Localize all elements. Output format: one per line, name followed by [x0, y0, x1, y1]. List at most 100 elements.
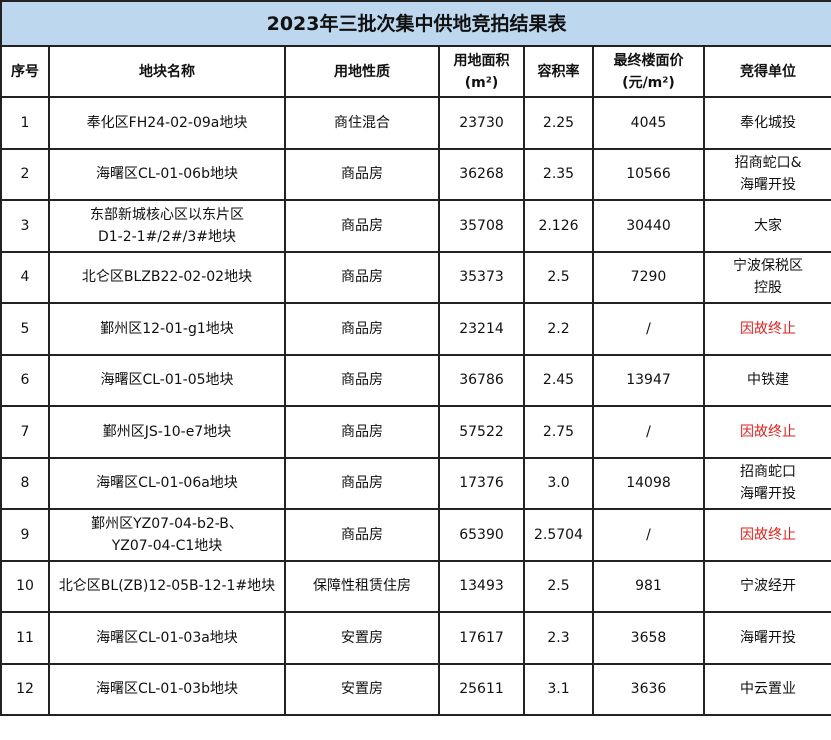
cell-area: 57522: [438, 405, 525, 459]
cell-area: 13493: [438, 559, 525, 613]
cell-winner: 招商蛇口 海曙开投: [702, 456, 831, 510]
cell-winner: 因故终止: [702, 302, 831, 356]
cell-winner: 宁波保税区 控股: [702, 250, 831, 304]
cell-land-use: 商品房: [284, 353, 440, 407]
cell-seq: 12: [0, 662, 50, 716]
cell-seq: 1: [0, 96, 50, 150]
cell-land-use: 商品房: [284, 199, 440, 253]
header-area: 用地面积 (m²): [438, 45, 525, 98]
cell-parcel-name: 海曙区CL-01-06b地块: [48, 147, 286, 201]
land-auction-table: 2023年三批次集中供地竞拍结果表 序号 地块名称 用地性质 用地面积 (m²) 容积率最…: [0, 0, 831, 716]
cell-land-use: 保障性租赁住房: [284, 559, 440, 613]
cell-area: 65390: [438, 508, 525, 562]
cell-floor-price: /: [592, 302, 705, 356]
cell-winner: 大家: [702, 199, 831, 253]
cell-land-use: 商品房: [284, 302, 440, 356]
cell-floor-price: 4045: [592, 96, 705, 150]
table-row: 2 海曙区CL-01-06b地块 商品房 36268 2.35 10566 招商蛇口& 海曙开…: [0, 147, 831, 201]
cell-land-use: 商品房: [284, 456, 440, 510]
table-row: 8 海曙区CL-01-06a地块 商品房 17376 3.0 14098 招商蛇口 海曙开投: [0, 456, 831, 510]
cell-winner: 奉化城投: [702, 96, 831, 150]
cell-parcel-name: 海曙区CL-01-05地块: [48, 353, 286, 407]
cell-parcel-name: 海曙区CL-01-06a地块: [48, 456, 286, 510]
table-row: 7 鄞州区JS-10-e7地块 商品房 57522 2.75/因故终止: [0, 405, 831, 459]
cell-floor-price: /: [592, 508, 705, 562]
cell-plot-ratio: 2.3: [523, 611, 594, 665]
table-row: 9 鄞州区YZ07-04-b2-B、 YZ07-04-C1地块 商品房 65390 2.5…: [0, 508, 831, 562]
cell-plot-ratio: 3.1: [523, 662, 594, 716]
table-row: 12 海曙区CL-01-03b地块 安置房 25611 3.1 3636 中云置业: [0, 662, 831, 716]
cell-area: 35708: [438, 199, 525, 253]
table-row: 1 奉化区FH24-02-09a地块 商住混合 23730 2.25 4045 奉化城投: [0, 96, 831, 150]
cell-parcel-name: 鄞州区JS-10-e7地块: [48, 405, 286, 459]
cell-floor-price: 981: [592, 559, 705, 613]
table-row: 3 东部新城核心区以东片区 D1-2-1#/2#/3#地块 商品房 35708 2.126…: [0, 199, 831, 253]
cell-area: 36268: [438, 147, 525, 201]
cell-land-use: 商品房: [284, 405, 440, 459]
cell-winner: 海曙开投: [702, 611, 831, 665]
cell-seq: 3: [0, 199, 50, 253]
cell-plot-ratio: 2.5704: [523, 508, 594, 562]
cell-floor-price: 3658: [592, 611, 705, 665]
header-land-use: 用地性质: [284, 45, 440, 98]
cell-seq: 6: [0, 353, 50, 407]
cell-floor-price: 10566: [592, 147, 705, 201]
cell-plot-ratio: 2.2: [523, 302, 594, 356]
cell-land-use: 商品房: [284, 508, 440, 562]
cell-seq: 8: [0, 456, 50, 510]
cell-area: 23214: [438, 302, 525, 356]
cell-seq: 9: [0, 508, 50, 562]
cell-plot-ratio: 3.0: [523, 456, 594, 510]
cell-seq: 4: [0, 250, 50, 304]
cell-area: 25611: [438, 662, 525, 716]
cell-floor-price: /: [592, 405, 705, 459]
cell-land-use: 商品房: [284, 250, 440, 304]
cell-land-use: 安置房: [284, 662, 440, 716]
cell-seq: 11: [0, 611, 50, 665]
cell-floor-price: 7290: [592, 250, 705, 304]
cell-floor-price: 30440: [592, 199, 705, 253]
cell-parcel-name: 海曙区CL-01-03b地块: [48, 662, 286, 716]
header-seq: 序号: [0, 45, 50, 98]
cell-parcel-name: 北仑区BLZB22-02-02地块: [48, 250, 286, 304]
table-body: 1 奉化区FH24-02-09a地块 商住混合 23730 2.25 4045 奉化城投 2 海…: [0, 96, 831, 716]
cell-seq: 5: [0, 302, 50, 356]
cell-winner: 因故终止: [702, 508, 831, 562]
cell-winner: 中铁建: [702, 353, 831, 407]
cell-plot-ratio: 2.75: [523, 405, 594, 459]
cell-area: 17376: [438, 456, 525, 510]
cell-floor-price: 3636: [592, 662, 705, 716]
cell-seq: 10: [0, 559, 50, 613]
cell-parcel-name: 海曙区CL-01-03a地块: [48, 611, 286, 665]
header-winner: 竞得单位: [702, 45, 831, 98]
cell-area: 35373: [438, 250, 525, 304]
header-parcel-name: 地块名称: [48, 45, 286, 98]
cell-parcel-name: 奉化区FH24-02-09a地块: [48, 96, 286, 150]
cell-plot-ratio: 2.25: [523, 96, 594, 150]
cell-plot-ratio: 2.126: [523, 199, 594, 253]
cell-parcel-name: 鄞州区YZ07-04-b2-B、 YZ07-04-C1地块: [48, 508, 286, 562]
cell-winner: 因故终止: [702, 405, 831, 459]
cell-area: 36786: [438, 353, 525, 407]
cell-parcel-name: 东部新城核心区以东片区 D1-2-1#/2#/3#地块: [48, 199, 286, 253]
table-row: 6 海曙区CL-01-05地块 商品房 36786 2.45 13947 中铁建: [0, 353, 831, 407]
header-row: 序号 地块名称 用地性质 用地面积 (m²) 容积率 最终楼面价 (元/m²) 竞得单位: [0, 45, 831, 98]
cell-seq: 7: [0, 405, 50, 459]
cell-winner: 中云置业: [702, 662, 831, 716]
cell-land-use: 商住混合: [284, 96, 440, 150]
cell-land-use: 安置房: [284, 611, 440, 665]
cell-plot-ratio: 2.45: [523, 353, 594, 407]
table-row: 4 北仑区BLZB22-02-02地块 商品房 35373 2.5 7290 宁波保税区 控股: [0, 250, 831, 304]
table-row: 5 鄞州区12-01-g1地块 商品房 23214 2.2/因故终止: [0, 302, 831, 356]
cell-plot-ratio: 2.5: [523, 559, 594, 613]
cell-plot-ratio: 2.5: [523, 250, 594, 304]
cell-floor-price: 14098: [592, 456, 705, 510]
header-plot-ratio: 容积率: [523, 45, 594, 98]
table-row: 10 北仑区BL(ZB)12-05B-12-1#地块 保障性租赁住房 13493 2.5…: [0, 559, 831, 613]
table-title: 2023年三批次集中供地竞拍结果表: [0, 0, 831, 47]
cell-winner: 宁波经开: [702, 559, 831, 613]
cell-plot-ratio: 2.35: [523, 147, 594, 201]
header-floor-price: 最终楼面价 (元/m²): [592, 45, 705, 98]
cell-seq: 2: [0, 147, 50, 201]
cell-parcel-name: 鄞州区12-01-g1地块: [48, 302, 286, 356]
